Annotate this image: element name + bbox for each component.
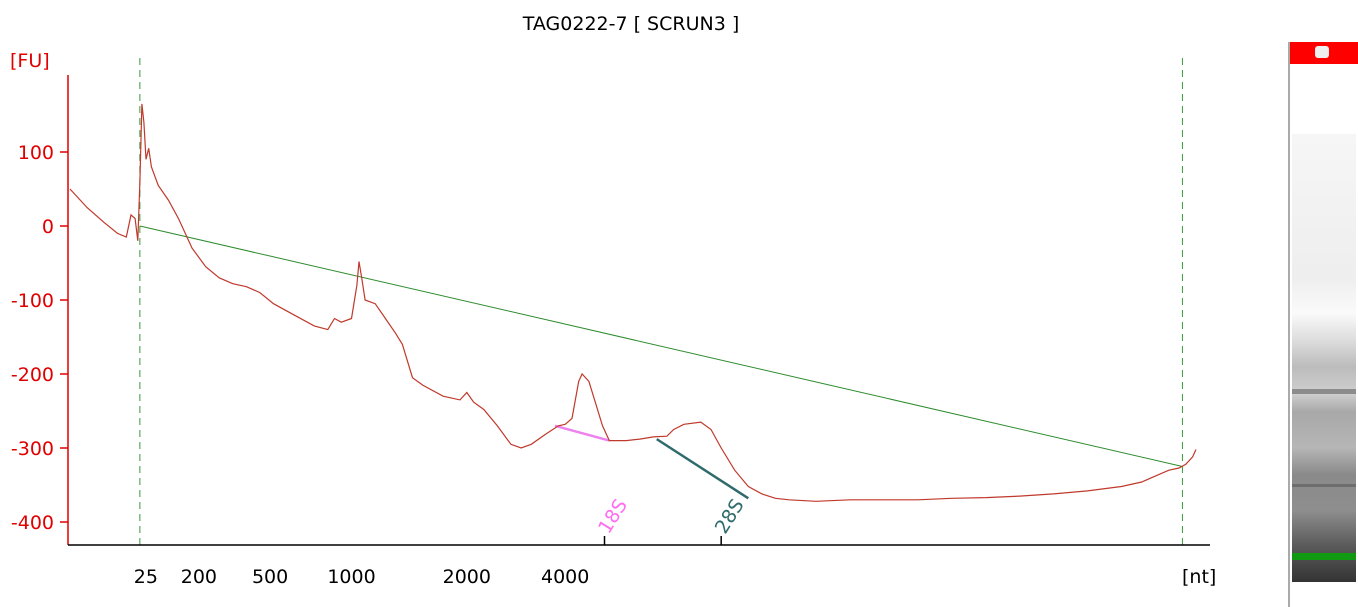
gel-band [1292,389,1356,394]
gel-upper-marker-spot [1315,46,1329,58]
peak-label: 28S [711,495,749,537]
peak-label: 18S [594,495,632,537]
x-axis-ticks: 25 200 500 1000 2000 4000 [134,566,590,588]
x-tick-label: 1000 [327,566,375,588]
series-line [69,103,1197,502]
peak-area-line [656,438,749,500]
x-tick-label: 200 [181,566,217,588]
y-tick-label: 0 [42,216,54,238]
y-tick-label: -400 [11,512,54,534]
chart-title: TAG0222-7 [ SCRUN3 ] [522,13,740,35]
y-tick-label: -200 [11,364,54,386]
x-axis-unit-label: [nt] [1182,566,1216,588]
peak-annotations: 18S 28S [554,424,749,545]
gel-lane [1288,42,1358,607]
y-axis-ticks: 100 0 -100 -200 -300 -400 [11,142,68,534]
y-tick-label: 100 [18,142,54,164]
peak-area-line [554,424,610,442]
baseline-line [139,225,1183,467]
y-tick-label: -100 [11,290,54,312]
x-tick-label: 4000 [541,566,589,588]
gel-smear [1292,134,1356,582]
y-axis-unit-label: [FU] [10,50,50,72]
gel-band [1292,484,1356,487]
gel-lower-marker-band [1292,553,1356,560]
window-markers [139,58,1183,545]
x-tick-label: 2000 [443,566,491,588]
x-tick-label: 500 [252,566,288,588]
series-group [69,103,1197,502]
y-tick-label: -300 [11,438,54,460]
baseline-group [139,225,1183,467]
x-tick-label: 25 [134,566,158,588]
